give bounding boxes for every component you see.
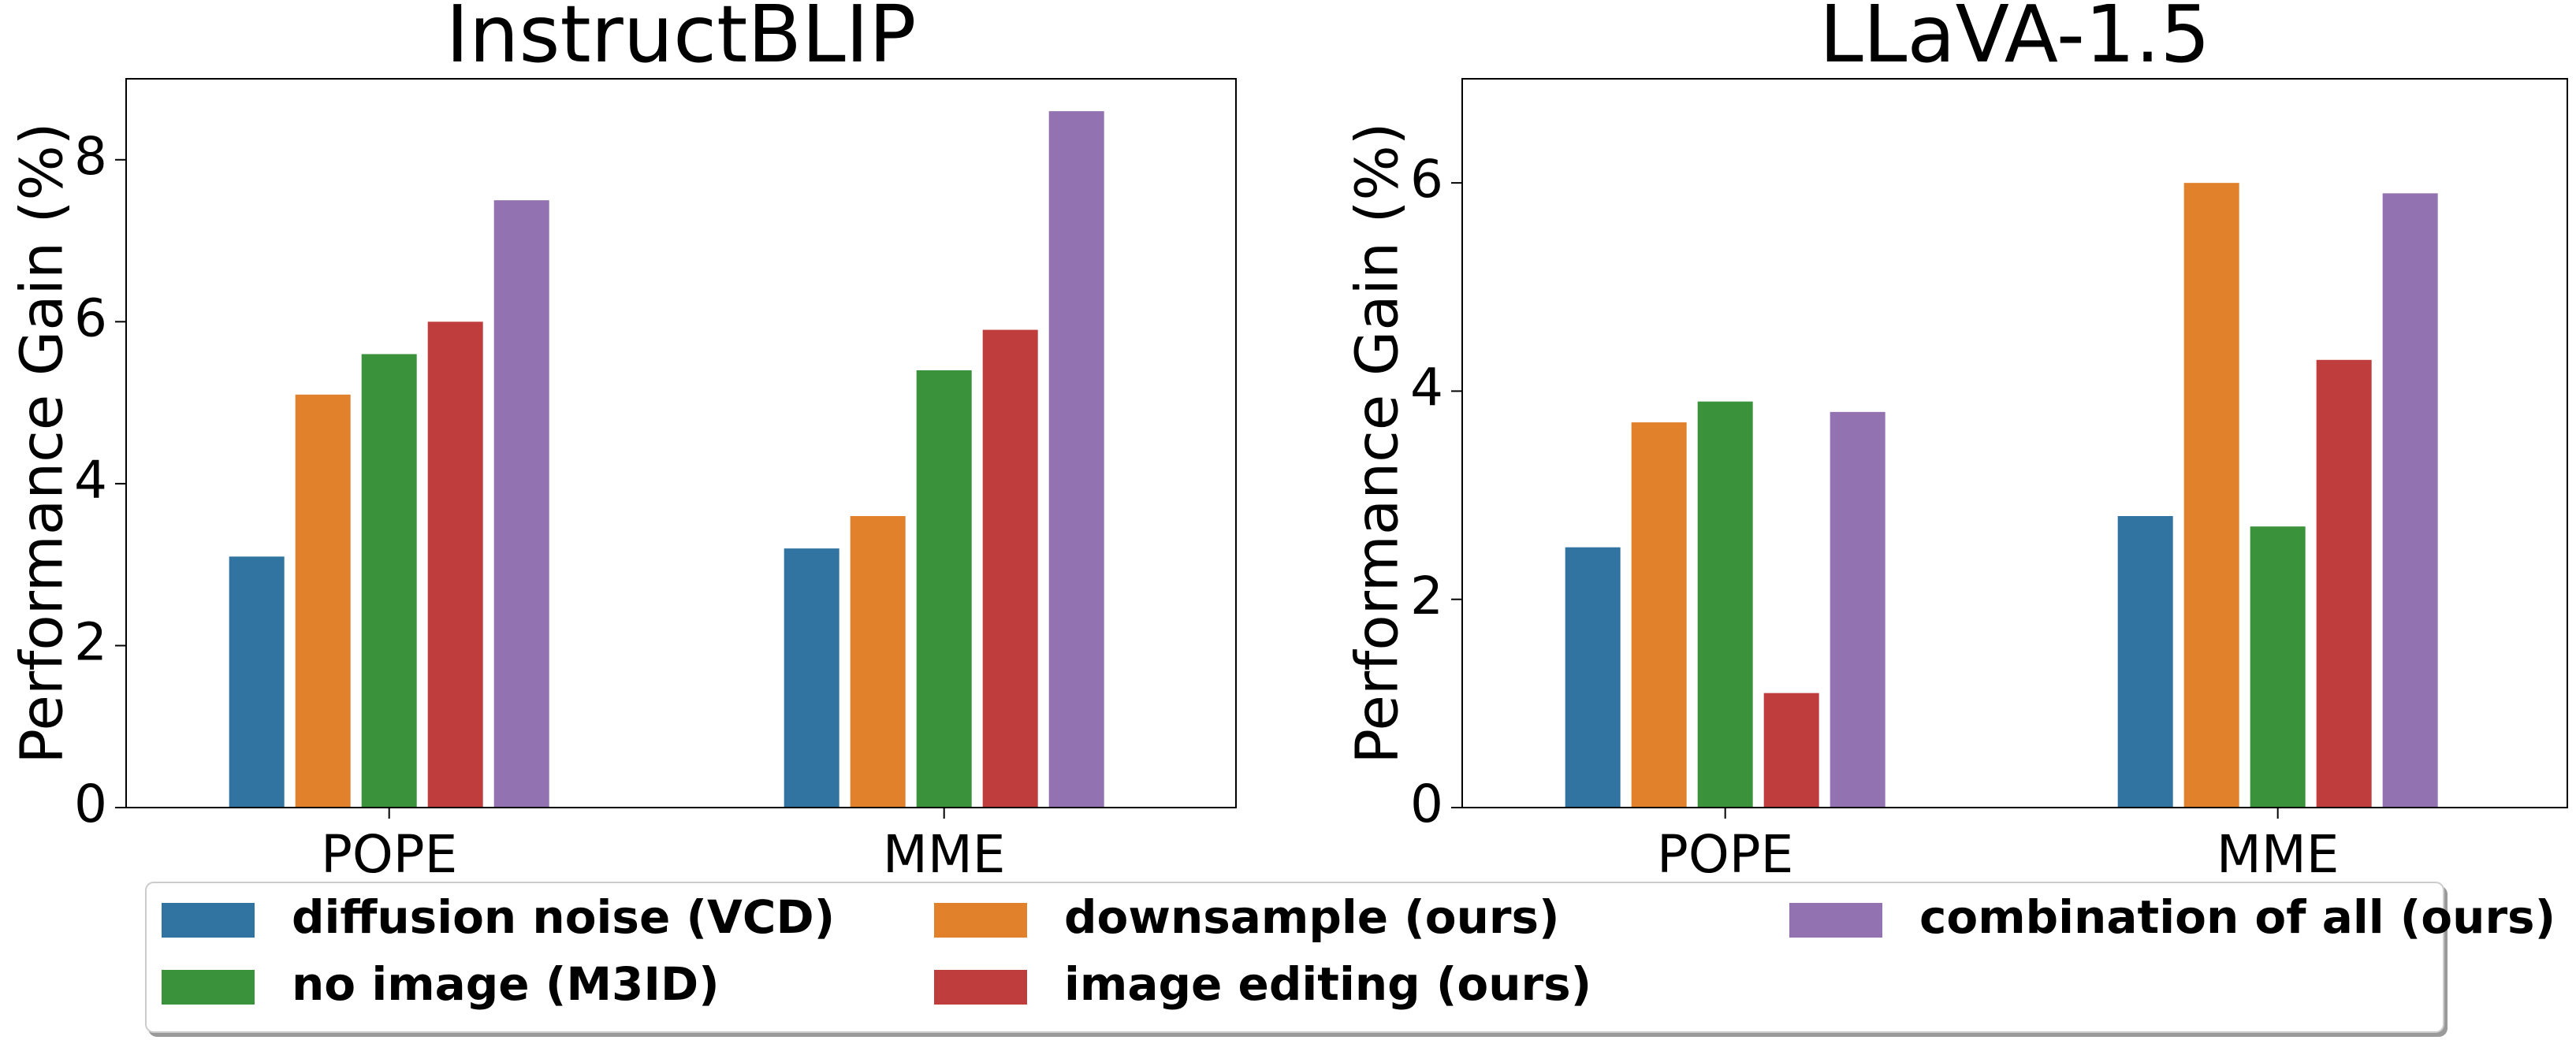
bar-pope-3: [1763, 693, 1819, 808]
y-axis-ticks: 0 2 4 6 8: [74, 126, 126, 834]
bar-pope-1: [1631, 422, 1687, 808]
legend-label: downsample (ours): [1064, 890, 1560, 944]
panel-instructblip: InstructBLIP Performance Gain (%) 02468 …: [9, 0, 1237, 885]
y-tick-label: 0: [74, 774, 107, 834]
legend: diffusion noise (VCD) no image (M3ID) down…: [145, 882, 2556, 1033]
y-tick-label: 0: [1410, 774, 1443, 834]
x-tick-label: MME: [2217, 824, 2340, 885]
x-tick-label: MME: [883, 824, 1006, 885]
y-tick-label: 6: [74, 288, 107, 348]
bar-mme-4: [1048, 111, 1104, 808]
bar-group: POPE MME: [229, 111, 1104, 885]
y-axis-label: Performance Gain (%): [9, 122, 76, 763]
plot-frame: [1461, 78, 2568, 808]
y-tick-label: 4: [1410, 357, 1443, 418]
bar-pope-0: [1565, 547, 1621, 808]
legend-label: no image (M3ID): [292, 957, 720, 1011]
bar-pope-2: [361, 354, 417, 808]
x-tick-label: POPE: [1657, 824, 1793, 885]
bar-mme-0: [2117, 516, 2173, 808]
bar-pope-4: [493, 200, 549, 808]
bar-pope-0: [229, 556, 285, 808]
bar-mme-3: [2316, 359, 2372, 808]
chart-title: InstructBLIP: [446, 0, 917, 80]
y-tick-label: 2: [74, 612, 107, 673]
chart-title: LLaVA-1.5: [1819, 0, 2210, 80]
bar-mme-3: [982, 329, 1038, 808]
bar-mme-2: [916, 370, 972, 808]
legend-label: combination of all (ours): [1919, 890, 2556, 944]
bar-mme-4: [2382, 193, 2438, 808]
bar-pope-3: [427, 321, 483, 808]
y-tick-label: 8: [74, 126, 107, 187]
legend-items: diffusion noise (VCD) no image (M3ID) down…: [162, 890, 2556, 1011]
y-tick-label: 2: [1410, 566, 1443, 626]
plot-frame: [125, 78, 1237, 808]
y-tick-label: 4: [74, 450, 107, 511]
x-tick-label: POPE: [321, 824, 457, 885]
bar-pope-2: [1697, 401, 1753, 808]
legend-swatch: [162, 970, 255, 1005]
bar-mme-0: [784, 548, 839, 808]
y-axis-ticks: 0 2 4 6: [1410, 149, 1462, 834]
bar-mme-1: [850, 516, 906, 808]
legend-swatch: [934, 970, 1027, 1005]
y-axis-label: Performance Gain (%): [1344, 122, 1412, 763]
legend-swatch: [934, 903, 1027, 938]
y-tick-label: 6: [1410, 149, 1443, 210]
bar-pope-4: [1830, 411, 1885, 808]
legend-label: image editing (ours): [1064, 957, 1591, 1011]
legend-swatch: [162, 903, 255, 938]
bar-pope-1: [295, 394, 351, 808]
legend-swatch: [1789, 903, 1882, 938]
bar-mme-2: [2250, 526, 2306, 808]
panel-llava: LLaVA-1.5 Performance Gain (%) 0 2 4 6 POPE…: [1344, 0, 2568, 885]
bar-mme-1: [2183, 183, 2239, 808]
legend-label: diffusion noise (VCD): [292, 890, 835, 944]
bar-group: POPE MME: [1565, 183, 2438, 885]
